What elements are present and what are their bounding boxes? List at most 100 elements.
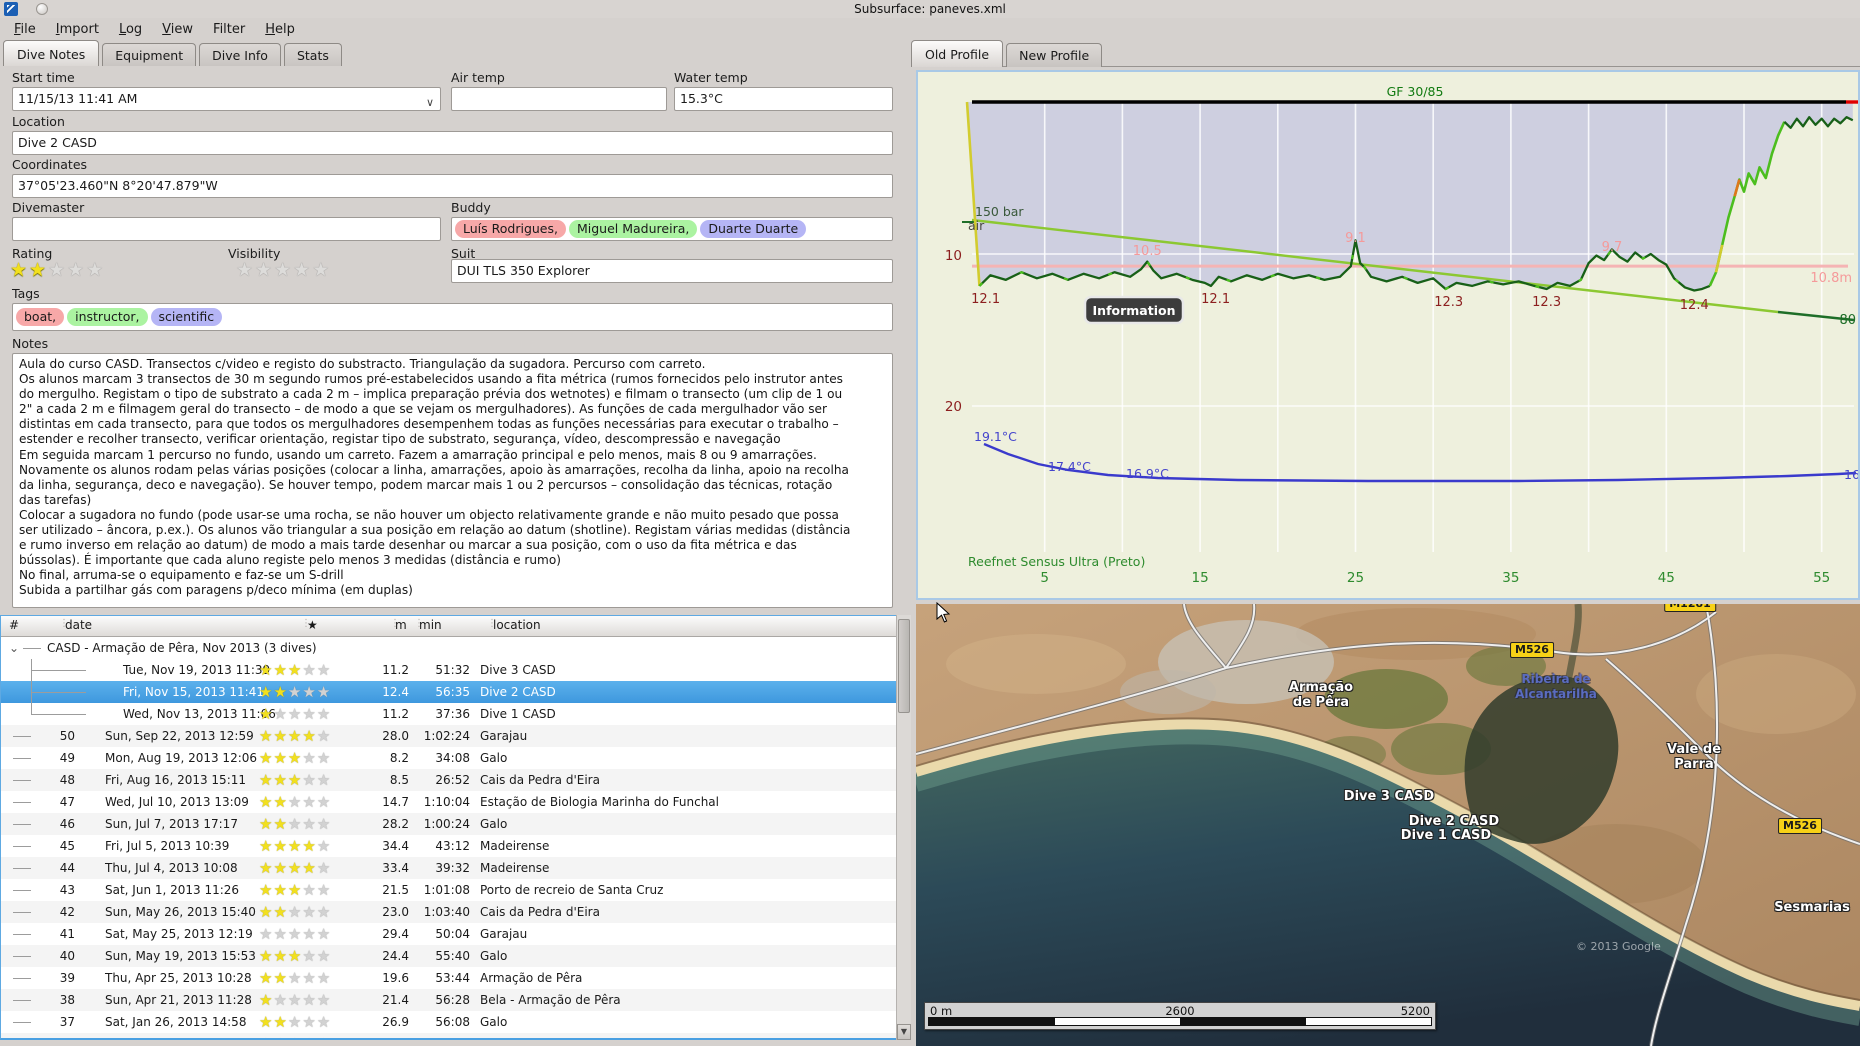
dive-trip-group-row[interactable]: ⌄ CASD - Armação de Pêra, Nov 2013 (3 div…: [1, 637, 910, 659]
dive-row[interactable]: 47 Wed, Jul 10, 2013 13:09 ★★★★★ 14.7 1:10:0…: [1, 791, 910, 813]
dive-row[interactable]: 41 Sat, May 25, 2013 12:19 ★★★★★ 29.4 50:04 G…: [1, 923, 910, 945]
menu-help[interactable]: Help: [265, 21, 295, 37]
svg-text:10.5: 10.5: [1133, 244, 1162, 259]
tags-label: Tags: [12, 286, 40, 301]
svg-text:12.1: 12.1: [1201, 292, 1230, 307]
mouse-cursor-icon: [936, 602, 951, 623]
dive-row[interactable]: 49 Mon, Aug 19, 2013 12:06 ★★★★★ 8.2 34:08 Ga…: [1, 747, 910, 769]
divemaster-label: Divemaster: [12, 200, 85, 215]
dive-date: Thu, Jul 4, 2013 10:08: [105, 861, 238, 875]
scrollbar-thumb[interactable]: [898, 619, 910, 713]
dive-date: Mon, Aug 19, 2013 12:06: [105, 751, 258, 765]
tab-stats[interactable]: Stats: [283, 43, 342, 67]
dive-site-label: Dive 3 CASD: [1343, 789, 1435, 804]
column-header-date[interactable]: date: [65, 618, 93, 632]
svg-text:12.3: 12.3: [1434, 295, 1463, 310]
dive-depth: 14.7: [382, 795, 409, 809]
dive-number: 47: [59, 795, 75, 809]
svg-text:10: 10: [945, 248, 962, 264]
svg-text:9.1: 9.1: [1345, 231, 1366, 246]
dive-row[interactable]: 48 Fri, Aug 16, 2013 15:11 ★★★★★ 8.5 26:52 Ca…: [1, 769, 910, 791]
map-copyright: © 2013 Google: [1576, 940, 1661, 953]
map-place-label: Ribeira de Alcantarilha: [1515, 672, 1597, 701]
buddy-pill: Duarte Duarte: [700, 220, 807, 238]
column-header-num[interactable]: #: [9, 618, 20, 632]
dive-number: 39: [59, 971, 75, 985]
divemaster-field[interactable]: [12, 217, 441, 241]
air-temp-field[interactable]: [451, 87, 667, 111]
menu-log[interactable]: Log: [118, 21, 143, 37]
dive-depth: 21.4: [382, 993, 409, 1007]
dive-location: Armação de Pêra: [480, 971, 583, 985]
column-header-duration[interactable]: min: [419, 618, 442, 632]
column-header-depth[interactable]: m: [395, 618, 407, 632]
water-temp-field[interactable]: 15.3°C: [674, 87, 893, 111]
water-temp-label: Water temp: [674, 70, 748, 85]
menu-file[interactable]: File: [14, 21, 36, 37]
svg-text:12.3: 12.3: [1532, 295, 1561, 310]
dive-row[interactable]: 50 Sun, Sep 22, 2013 12:59 ★★★★★ 28.0 1:02:2…: [1, 725, 910, 747]
rating-stars[interactable]: ★★★★★: [10, 260, 105, 280]
visibility-label: Visibility: [228, 246, 281, 261]
dive-row[interactable]: 43 Sat, Jun 1, 2013 11:26 ★★★★★ 21.5 1:01:08…: [1, 879, 910, 901]
dive-number: 48: [59, 773, 75, 787]
dive-location: Cais da Pedra d'Eira: [480, 773, 600, 787]
column-header-location[interactable]: location: [493, 618, 541, 632]
dive-list-header[interactable]: # date ★ m min location ⋮ ⋮ ⋮ ⋮ ⋮: [1, 616, 910, 637]
dive-depth: 19.6: [382, 971, 409, 985]
dive-rating-stars: ★★★★★: [259, 682, 332, 701]
column-header-stars[interactable]: ★: [307, 618, 318, 632]
menu-filter[interactable]: Filter: [213, 21, 246, 37]
menu-view[interactable]: View: [162, 21, 194, 37]
svg-text:80: 80: [1839, 313, 1856, 328]
dive-row[interactable]: 44 Thu, Jul 4, 2013 10:08 ★★★★★ 33.4 39:32 Ma…: [1, 857, 910, 879]
tab-equipment[interactable]: Equipment: [102, 43, 197, 67]
svg-text:15: 15: [1192, 570, 1209, 586]
buddy-label: Buddy: [451, 200, 491, 215]
dive-row[interactable]: 39 Thu, Apr 25, 2013 10:28 ★★★★★ 19.6 53:44 A…: [1, 967, 910, 989]
dive-row[interactable]: 45 Fri, Jul 5, 2013 10:39 ★★★★★ 34.4 43:12 Ma…: [1, 835, 910, 857]
dive-row[interactable]: 36Sun, Jan 20, 2013 12:33★★★★★21.758:36C…: [1, 1033, 910, 1038]
buddy-field[interactable]: Luís Rodrigues, Miguel Madureira, Duarte D…: [451, 217, 893, 241]
dive-location: Estação de Biologia Marinha do Funchal: [480, 795, 719, 809]
dive-rating-stars: ★★★★★: [259, 836, 332, 855]
dive-row[interactable]: 42 Sun, May 26, 2013 15:40 ★★★★★ 23.0 1:03:4…: [1, 901, 910, 923]
dive-row[interactable]: Fri, Nov 15, 2013 11:41 ★★★★★ 12.4 56:35 Div…: [1, 681, 910, 703]
star-icon: ★: [67, 259, 87, 281]
dive-depth: 21.5: [382, 883, 409, 897]
dive-duration: 1:03:40: [423, 905, 470, 919]
map-place-label: Armação de Pêra: [1288, 680, 1354, 710]
start-time-combo[interactable]: 11/15/13 11:41 AM ∨: [12, 87, 441, 111]
rating-label: Rating: [12, 246, 53, 261]
dive-rating-stars: ★★★★★: [259, 704, 332, 723]
dive-row[interactable]: Tue, Nov 19, 2013 11:39 ★★★★★ 11.2 51:32 Div…: [1, 659, 910, 681]
svg-text:35: 35: [1502, 570, 1519, 586]
map-imagery: [916, 604, 1860, 1046]
scroll-down-button[interactable]: ▼: [897, 1024, 911, 1040]
dive-depth: 29.4: [382, 927, 409, 941]
tab-old-profile[interactable]: Old Profile: [911, 40, 1004, 67]
location-field[interactable]: Dive 2 CASD: [12, 131, 893, 155]
dive-row[interactable]: 40 Sun, May 19, 2013 15:53 ★★★★★ 24.4 55:40 G…: [1, 945, 910, 967]
menu-import[interactable]: Import: [55, 21, 99, 37]
dive-row[interactable]: Wed, Nov 13, 2013 11:06 ★★★★★ 11.2 37:36 Div…: [1, 703, 910, 725]
dive-rating-stars: ★★★★★: [259, 902, 332, 921]
suit-field[interactable]: DUI TLS 350 Explorer: [451, 259, 893, 283]
coordinates-field[interactable]: 37°05'23.460"N 8°20'47.879"W: [12, 174, 893, 198]
dive-row[interactable]: 38 Sun, Apr 21, 2013 11:28 ★★★★★ 21.4 56:28 B…: [1, 989, 910, 1011]
dive-site-map[interactable]: Armação de Pêra Ribeira de Alcantarilha Va…: [916, 604, 1860, 1046]
map-labels: Armação de Pêra Ribeira de Alcantarilha Va…: [916, 604, 1860, 1046]
tab-dive-info[interactable]: Dive Info: [199, 43, 281, 67]
dive-list-scrollbar[interactable]: ▼: [896, 615, 911, 1040]
collapse-icon[interactable]: ⌄: [9, 641, 20, 655]
dive-date: Wed, Nov 13, 2013 11:06: [123, 707, 276, 721]
tab-new-profile[interactable]: New Profile: [1006, 43, 1103, 67]
dive-row[interactable]: 46 Sun, Jul 7, 2013 17:17 ★★★★★ 28.2 1:00:24…: [1, 813, 910, 835]
visibility-stars[interactable]: ★★★★★: [236, 260, 331, 280]
window-menu-button[interactable]: [36, 3, 48, 15]
tab-dive-notes[interactable]: Dive Notes: [3, 40, 100, 67]
tags-field[interactable]: boat, instructor, scientific: [12, 303, 893, 331]
svg-text:16.9°C: 16.9°C: [1126, 466, 1169, 481]
dive-row[interactable]: 37 Sat, Jan 26, 2013 14:58 ★★★★★ 26.9 56:08 G…: [1, 1011, 910, 1033]
notes-field[interactable]: Aula do curso CASD. Transectos c/video e…: [12, 353, 893, 608]
